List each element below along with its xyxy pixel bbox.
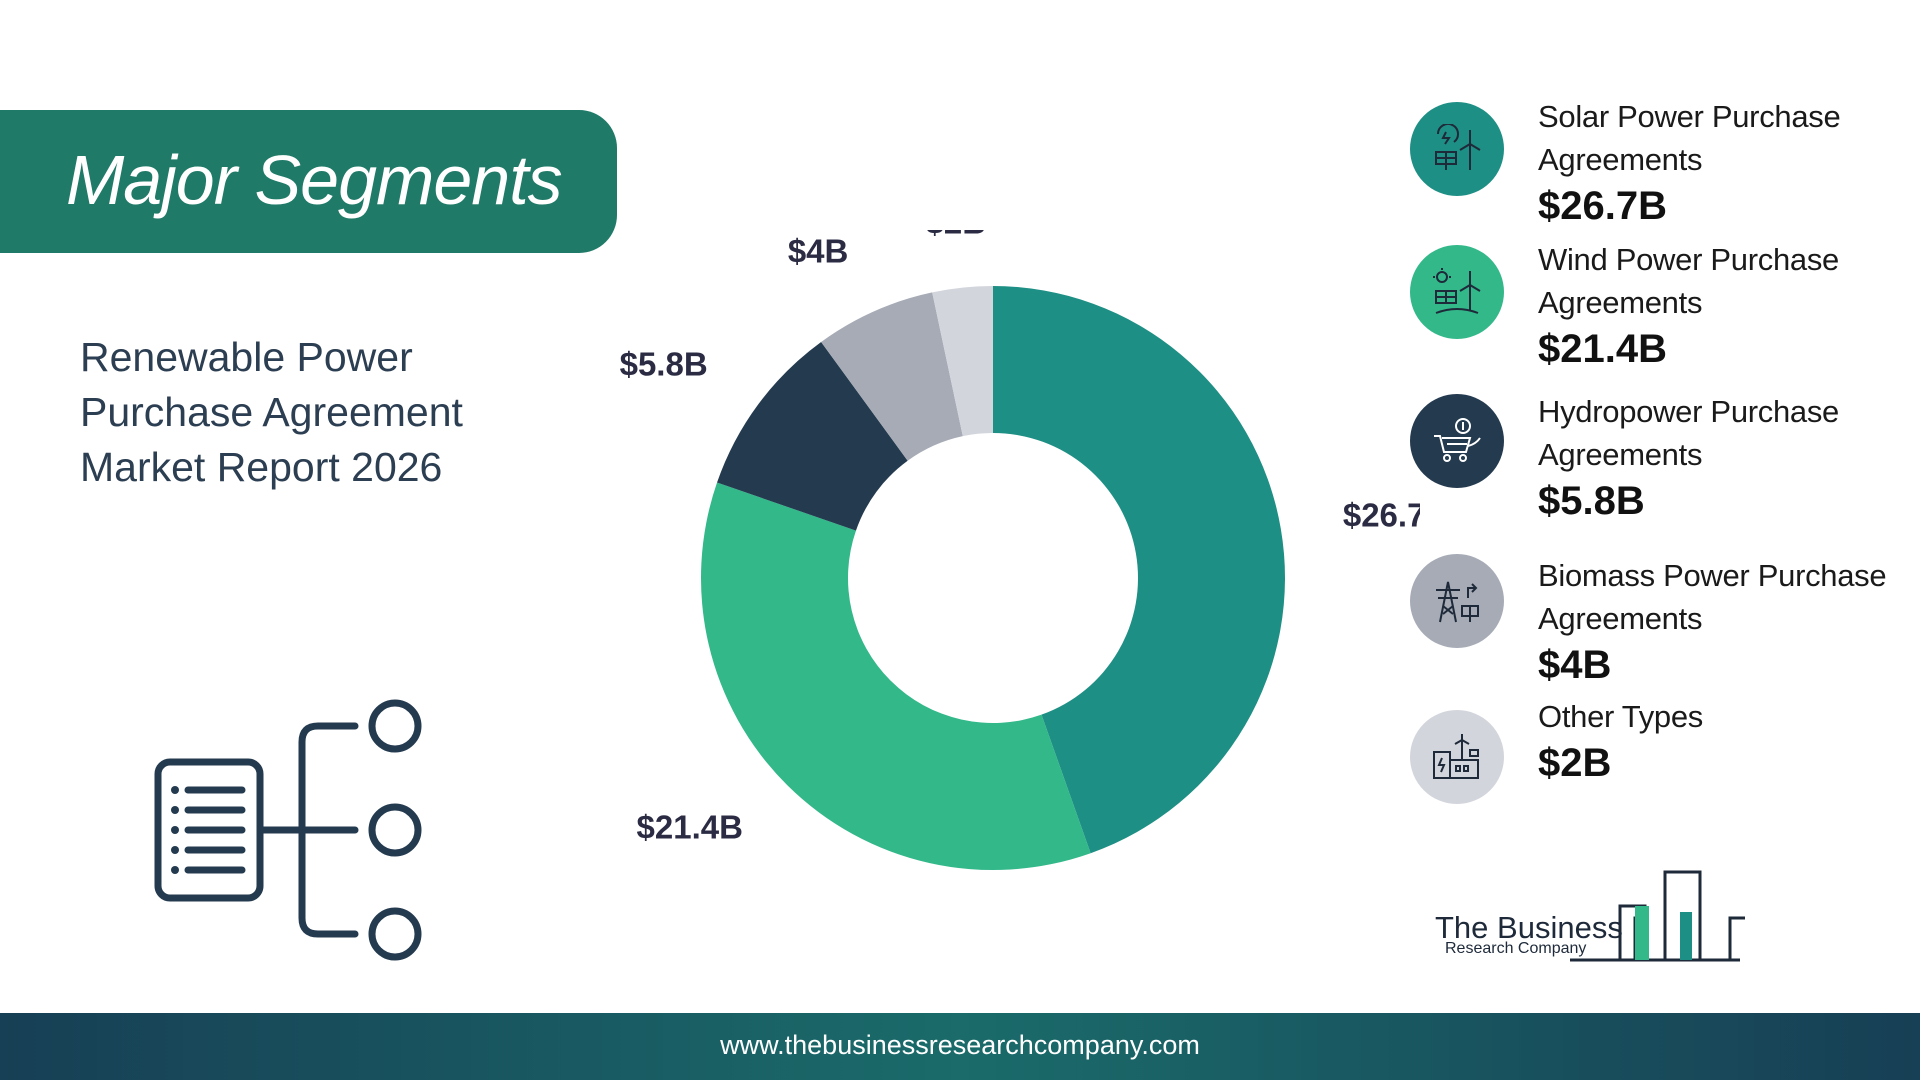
report-title-line-3: Market Report 2026: [80, 444, 443, 490]
legend-value-wind: $21.4B: [1538, 327, 1667, 371]
donut-slice-wind: [701, 482, 1091, 870]
report-title-line-2: Purchase Agreement: [80, 389, 463, 435]
footer-bar: www.thebusinessresearchcompany.com: [0, 1013, 1920, 1080]
legend-label-other-1: Other Types: [1538, 699, 1703, 734]
donut-label-biomass: $4B: [788, 233, 849, 270]
donut-slice-solar: [993, 286, 1285, 854]
legend-label-biomass-2: Agreements: [1538, 601, 1703, 636]
factory-icon: [1433, 734, 1479, 779]
legend-value-biomass: $4B: [1538, 643, 1612, 687]
logo-line-2: Research Company: [1445, 940, 1587, 957]
logo-bars-graphic: [1570, 870, 1745, 962]
donut-chart: $26.7B $21.4B $5.8B $4B $2B: [620, 230, 1420, 870]
legend-label-hydro-1: Hydropower Purchase: [1538, 394, 1840, 429]
power-tower-icon: [1436, 581, 1479, 623]
legend-label-hydro-2: Agreements: [1538, 437, 1703, 472]
donut-slice-hydro: [717, 341, 908, 531]
segments-document-icon: [154, 699, 422, 961]
logo-line-1: The Business: [1435, 910, 1623, 945]
legend-swatch-hydro: [1410, 394, 1504, 488]
donut-label-other: $2B: [926, 230, 987, 241]
title-banner: Major Segments: [0, 110, 617, 253]
report-title-line-1: Renewable Power: [80, 334, 413, 380]
legend-value-other: $2B: [1538, 741, 1612, 785]
legend-label-biomass-1: Biomass Power Purchase: [1538, 558, 1887, 593]
donut-slice-other: [932, 286, 993, 437]
legend-label-solar-1: Solar Power Purchase: [1538, 99, 1841, 134]
wind-turbine-icon: [1433, 268, 1481, 314]
report-title: Renewable Power Purchase Agreement Marke…: [80, 330, 500, 495]
legend-value-solar: $26.7B: [1538, 184, 1667, 228]
solar-wind-icon: [1435, 124, 1481, 170]
legend-swatch-solar: [1410, 102, 1504, 196]
shopping-cart-icon: [1434, 418, 1481, 462]
legend-value-hydro: $5.8B: [1538, 479, 1645, 523]
legend-label-wind-2: Agreements: [1538, 285, 1703, 320]
legend-swatch-other: [1410, 710, 1504, 804]
donut-label-hydro: $5.8B: [620, 346, 708, 383]
footer-url[interactable]: www.thebusinessresearchcompany.com: [720, 1030, 1200, 1060]
donut-label-wind: $21.4B: [637, 809, 743, 846]
legend-swatch-wind: [1410, 245, 1504, 339]
legend-swatch-biomass: [1410, 554, 1504, 648]
page-title: Major Segments: [66, 141, 563, 219]
legend-label-solar-2: Agreements: [1538, 142, 1703, 177]
donut-label-solar: $26.7B: [1343, 497, 1420, 534]
donut-slice-biomass: [821, 292, 963, 461]
legend-label-wind-1: Wind Power Purchase: [1538, 242, 1839, 277]
